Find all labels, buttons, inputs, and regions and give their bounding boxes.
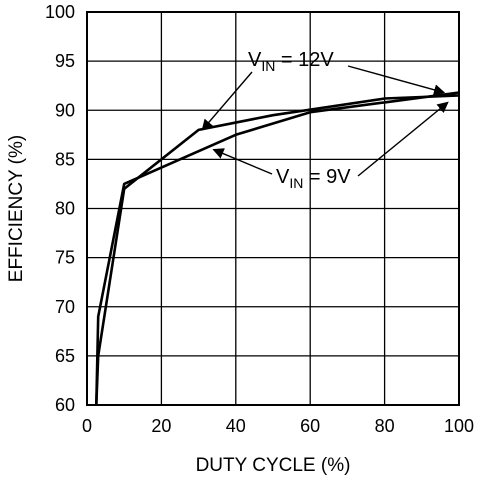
annotation-arrow bbox=[357, 101, 449, 177]
y-tick-label: 95 bbox=[55, 51, 75, 71]
annotations: VIN = 12V VIN = 9V bbox=[201, 49, 449, 191]
y-tick-label: 85 bbox=[55, 149, 75, 169]
y-tick-label: 100 bbox=[45, 2, 75, 22]
y-tick-label: 75 bbox=[55, 248, 75, 268]
annotation-arrow bbox=[201, 71, 253, 131]
annotation-v9: VIN = 9V bbox=[276, 166, 351, 191]
x-axis-label: DUTY CYCLE (%) bbox=[196, 455, 351, 476]
series-line-vin-12v bbox=[95, 94, 460, 406]
x-tick-label: 100 bbox=[444, 416, 474, 436]
x-tick-label: 20 bbox=[151, 416, 171, 436]
annotation-arrow bbox=[347, 65, 446, 96]
y-tick-label: 60 bbox=[55, 395, 75, 415]
x-tick-label: 40 bbox=[226, 416, 246, 436]
tick-labels: 0 20 40 60 80 100 60 65 70 75 80 85 90 95 100 bbox=[45, 2, 474, 436]
y-tick-label: 65 bbox=[55, 346, 75, 366]
series-lines bbox=[95, 91, 460, 406]
y-tick-label: 70 bbox=[55, 297, 75, 317]
x-tick-label: 60 bbox=[300, 416, 320, 436]
series-line-vin-9v bbox=[95, 91, 460, 406]
y-axis-label: EFFICIENCY (%) bbox=[6, 135, 27, 282]
plot-frame bbox=[86, 11, 460, 406]
annotation-arrow bbox=[212, 148, 273, 175]
grid bbox=[87, 12, 459, 405]
x-tick-label: 0 bbox=[82, 416, 92, 436]
x-tick-label: 80 bbox=[375, 416, 395, 436]
y-tick-label: 90 bbox=[55, 100, 75, 120]
annotation-v12: VIN = 12V bbox=[248, 49, 334, 74]
y-tick-label: 80 bbox=[55, 199, 75, 219]
